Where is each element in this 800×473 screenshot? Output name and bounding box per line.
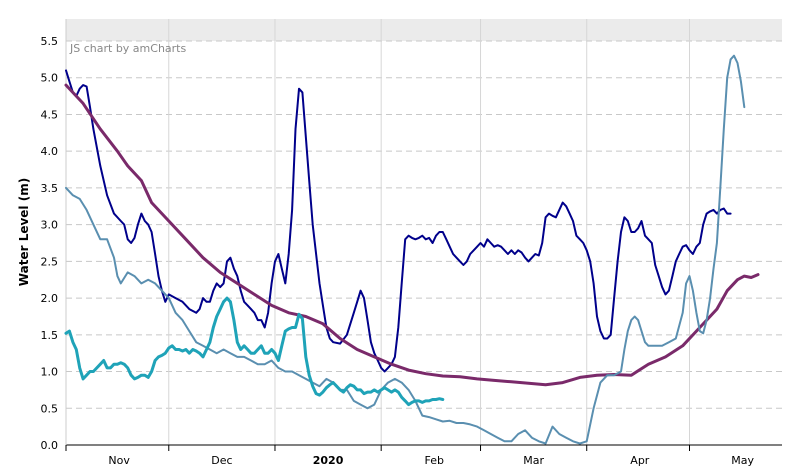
plot-area bbox=[66, 41, 782, 445]
y-tick-label: 3.0 bbox=[41, 219, 59, 232]
y-tick-labels: 0.0 0.5 1.0 1.5 2.0 2.5 3.0 3.5 4.0 4.5 5.0 5.5 bbox=[41, 35, 59, 452]
y-tick-label: 4.5 bbox=[41, 108, 59, 121]
y-tick-label: 2.0 bbox=[41, 292, 59, 305]
x-tick-label: Apr bbox=[630, 454, 650, 467]
plot-header-band bbox=[66, 19, 782, 41]
y-axis-label: Water Level (m) bbox=[17, 178, 31, 286]
y-tick-label: 2.5 bbox=[41, 255, 59, 268]
y-tick-label: 1.5 bbox=[41, 329, 59, 342]
x-tick-label: Dec bbox=[211, 454, 232, 467]
x-tick-label: 2020 bbox=[313, 454, 344, 467]
y-tick-label: 0.5 bbox=[41, 402, 59, 415]
x-gridlines bbox=[65, 19, 691, 451]
series-line-2 bbox=[64, 83, 760, 387]
y-tick-label: 4.0 bbox=[41, 145, 59, 158]
x-tick-labels: Nov Dec 2020 Feb Mar Apr May bbox=[108, 454, 754, 467]
y-tick-label: 5.0 bbox=[41, 72, 59, 85]
y-tick-label: 0.0 bbox=[41, 439, 59, 452]
series-lines bbox=[64, 54, 760, 445]
x-tick-label: May bbox=[731, 454, 754, 467]
chart-credit: JS chart by amCharts bbox=[69, 42, 186, 55]
series-line-1 bbox=[65, 69, 732, 373]
x-tick-label: Feb bbox=[425, 454, 444, 467]
y-tick-label: 3.5 bbox=[41, 182, 59, 195]
series-line-4 bbox=[64, 296, 445, 407]
x-tick-label: Mar bbox=[523, 454, 544, 467]
x-tick-label: Nov bbox=[108, 454, 130, 467]
y-tick-label: 5.5 bbox=[41, 35, 59, 48]
y-tick-label: 1.0 bbox=[41, 366, 59, 379]
series-line-3 bbox=[65, 54, 746, 445]
